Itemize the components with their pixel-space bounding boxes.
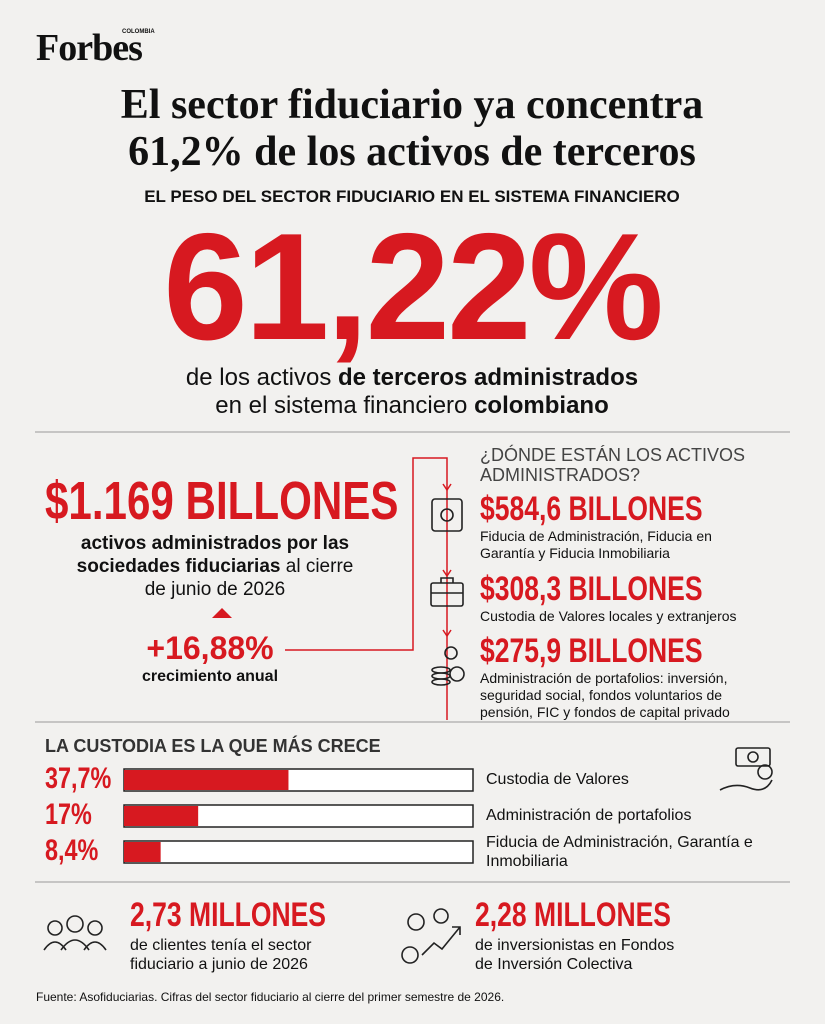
text-part: sociedades fiduciarias bbox=[76, 556, 281, 577]
stat-value: 2,73 MILLONES bbox=[130, 896, 326, 934]
text-part: de los activos bbox=[185, 364, 338, 391]
bar bbox=[124, 842, 161, 862]
text-part: de junio de 2026 bbox=[144, 579, 286, 600]
value-label: 8,4% bbox=[45, 834, 99, 867]
bar bbox=[124, 770, 289, 790]
stat-line: fiduciario a junio de 2026 bbox=[130, 956, 308, 973]
title-line: El sector fiduciario ya concentra bbox=[120, 82, 704, 128]
hero-value: 61,22% bbox=[163, 202, 664, 372]
bar bbox=[124, 806, 199, 826]
item-text: Fiducia de Administración, Fiducia en Gar… bbox=[480, 528, 712, 562]
growth: +16,88% bbox=[146, 630, 274, 666]
heading-line: ADMINISTRADOS? bbox=[480, 465, 641, 485]
edition: COLOMBIA bbox=[122, 29, 155, 35]
subtitle: EL PESO DEL SECTOR FIDUCIARIO EN EL SIST… bbox=[144, 187, 680, 206]
text-line: de junio de 2026 bbox=[77, 578, 354, 601]
item-text: Custodia de Valores locales y extranjero… bbox=[480, 608, 737, 625]
category-label: Custodia de Valores bbox=[486, 771, 629, 788]
text-part: activos administrados por las bbox=[80, 533, 350, 554]
title-line: 61,2% de los activos de terceros bbox=[128, 129, 696, 175]
brand: Forbes bbox=[36, 27, 143, 69]
item-line: Custodia de Valores locales y extranjero… bbox=[480, 608, 737, 624]
hero-text: de los activos de terceros administrados… bbox=[186, 364, 638, 420]
text-line: de los activos de terceros administrados bbox=[186, 364, 638, 392]
item-line: Fiducia de Administración, Fiducia en bbox=[480, 528, 712, 544]
heading-line: ¿DÓNDE ESTÁN LOS ACTIVOS bbox=[480, 445, 746, 465]
value-label: 17% bbox=[45, 798, 92, 831]
item-line: pensión, FIC y fondos de capital privado bbox=[480, 704, 730, 720]
text-part: en el sistema financiero bbox=[215, 392, 475, 419]
bar-track bbox=[123, 840, 474, 864]
stat-text: de clientes tenía el sector fiduciario a … bbox=[130, 936, 311, 974]
text-line: sociedades fiduciarias al cierre bbox=[77, 555, 354, 578]
growth-label: crecimiento anual bbox=[141, 668, 279, 685]
stat-line: de inversionistas en Fondos bbox=[475, 937, 675, 954]
text-line: en el sistema financiero colombiano bbox=[186, 392, 638, 420]
item-amount: $308,3 BILLONES bbox=[480, 570, 703, 608]
item-line: Administración de portafolios: inversión… bbox=[480, 670, 728, 686]
item-text: Administración de portafolios: inversión… bbox=[480, 670, 730, 721]
category-label: Fiducia de Administración, Garantía e In… bbox=[486, 834, 753, 870]
stat-line: de Inversión Colectiva bbox=[475, 956, 633, 973]
value-label: 37,7% bbox=[45, 762, 112, 795]
item-amount: $584,6 BILLONES bbox=[480, 490, 703, 528]
total-text: activos administrados por las sociedades … bbox=[77, 532, 354, 601]
item-amount: $275,9 BILLONES bbox=[480, 632, 703, 670]
text-part: colombiano bbox=[474, 392, 609, 419]
stat-text: de inversionistas en Fondos de Inversión … bbox=[475, 936, 674, 974]
text-part: de terceros administrados bbox=[337, 364, 639, 391]
title: El sector fiduciario ya concentra 61,2% … bbox=[121, 82, 703, 176]
text-part: al cierre bbox=[280, 556, 354, 577]
stat-value: 2,28 MILLONES bbox=[475, 896, 671, 934]
item-line: seguridad social, fondos voluntarios de bbox=[480, 687, 723, 703]
category-label: Administración de portafolios bbox=[486, 807, 692, 824]
chart-title: LA CUSTODIA ES LA QUE MÁS CRECE bbox=[45, 736, 381, 756]
stat-line: de clientes tenía el sector bbox=[130, 937, 312, 954]
item-line: Garantía y Fiducia Inmobiliaria bbox=[480, 545, 670, 561]
footer: Fuente: Asofiduciarias. Cifras del secto… bbox=[36, 990, 505, 1004]
total-amount: $1.169 BILLONES bbox=[45, 471, 399, 531]
breakdown-heading: ¿DÓNDE ESTÁN LOS ACTIVOS ADMINISTRADOS? bbox=[480, 445, 745, 485]
text-line: activos administrados por las bbox=[77, 532, 354, 555]
